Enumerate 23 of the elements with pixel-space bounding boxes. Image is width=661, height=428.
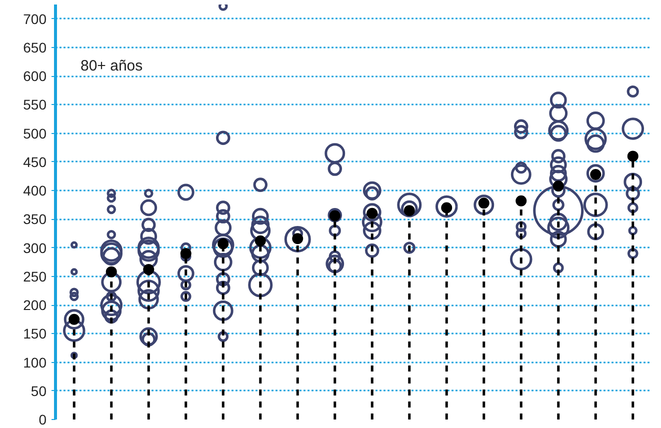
y-tick-label: 100 [23,354,47,370]
y-tick-label: 700 [23,10,47,27]
y-tick-label: 500 [23,125,47,142]
y-tick-label: 650 [23,39,47,56]
y-tick-label: 550 [23,96,47,113]
y-tick-label: 400 [23,182,47,199]
y-tick-label: 50 [30,382,47,399]
y-tick-label: 350 [23,211,47,228]
y-tick-label: 600 [23,68,47,84]
point [516,195,527,206]
y-tick-label: 250 [23,268,47,284]
y-tick-label: 450 [23,154,47,170]
y-tick-label: 300 [23,240,47,256]
annotation: 80+ años [80,58,143,74]
y-tick-label: 200 [23,297,47,314]
point [552,180,564,192]
point [180,248,192,259]
y-tick-label: 0 [38,412,47,428]
point [627,150,638,162]
point [143,264,154,276]
point [254,235,266,246]
y-tick-label: 150 [23,326,47,342]
point [106,266,117,278]
